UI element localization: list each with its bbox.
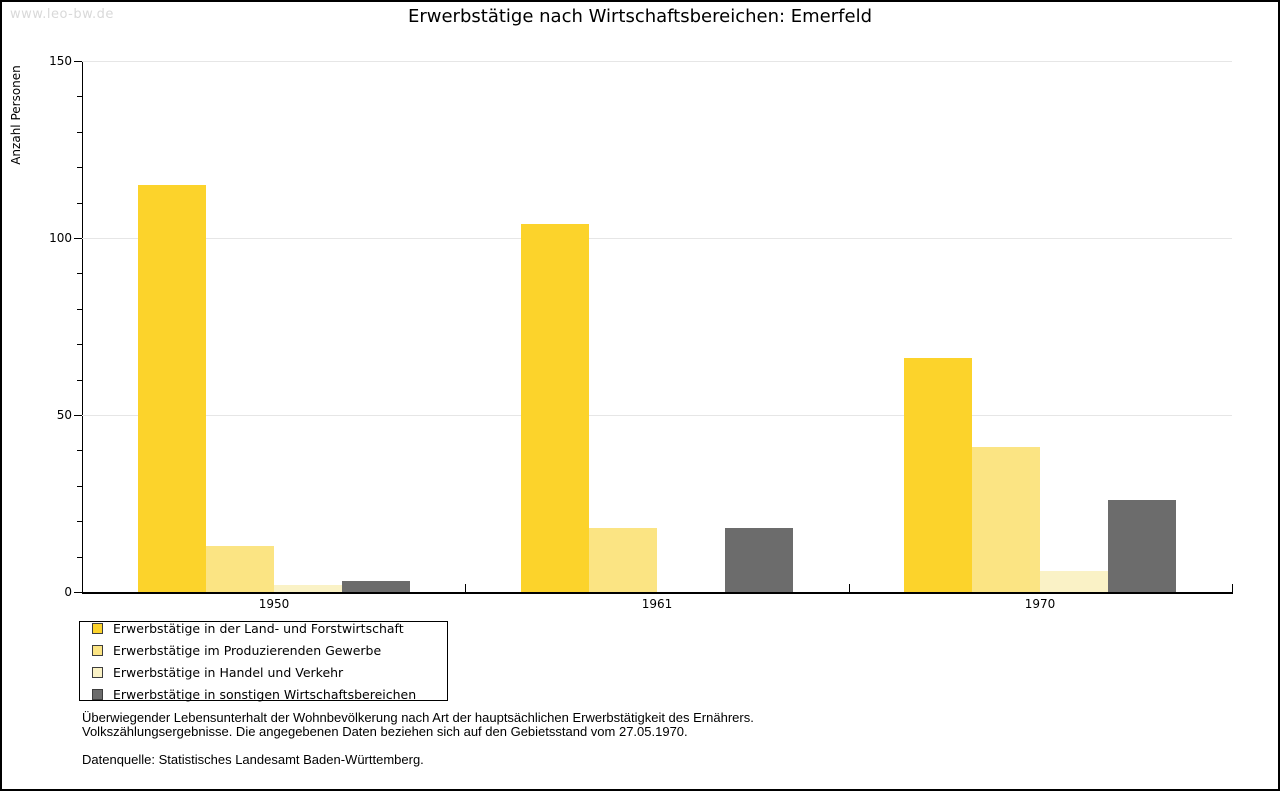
legend-swatch-2: [92, 644, 103, 656]
y-minor-tick-30: [77, 486, 82, 487]
y-tick-label-0: 0: [64, 585, 72, 599]
x-boundary-tick-0: [82, 584, 83, 592]
watermark: www.leo-bw.de: [10, 7, 114, 22]
y-tick-label-150: 150: [49, 54, 72, 68]
y-major-tick-50: [74, 415, 82, 416]
legend-label-1: Erwerbstätige in der Land- und Forstwirt…: [113, 620, 404, 636]
y-axis-title: Anzahl Personen: [9, 65, 23, 165]
bar-1950-series-3: [274, 585, 342, 592]
legend-item-3: Erwerbstätige in Handel und Verkehr: [92, 665, 447, 680]
y-tick-label-50: 50: [56, 408, 72, 422]
legend-swatch-4: [92, 688, 103, 700]
y-minor-tick-20: [77, 521, 82, 522]
y-minor-tick-40: [77, 450, 82, 451]
x-tick-label-1970: 1970: [1024, 597, 1056, 611]
legend-item-1: Erwerbstätige in der Land- und Forstwirt…: [92, 621, 447, 636]
legend: Erwerbstätige in der Land- und Forstwirt…: [79, 621, 448, 702]
y-minor-tick-90: [77, 273, 82, 274]
bar-1950-series-2: [206, 546, 274, 592]
y-minor-tick-70: [77, 344, 82, 345]
legend-item-4: Erwerbstätige in sonstigen Wirtschaftsbe…: [92, 687, 447, 702]
y-minor-tick-110: [77, 203, 82, 204]
footnote-line-2: Volkszählungsergebnisse. Die angegebenen…: [82, 723, 688, 739]
bar-1961-series-2: [589, 528, 657, 592]
y-minor-tick-10: [77, 557, 82, 558]
legend-label-2: Erwerbstätige im Produzierenden Gewerbe: [113, 642, 382, 658]
y-minor-tick-120: [77, 167, 82, 168]
bar-1970-series-4: [1108, 500, 1176, 592]
gridline-150: [82, 61, 1232, 62]
gridline-100: [82, 238, 1232, 239]
bar-1970-series-1: [904, 358, 972, 592]
y-major-tick-0: [74, 592, 82, 593]
footnote-line-1: Überwiegender Lebensunterhalt der Wohnbe…: [82, 710, 754, 725]
x-axis-line: [82, 592, 1233, 594]
legend-swatch-1: [92, 622, 103, 634]
bar-1970-series-2: [972, 447, 1040, 592]
y-axis-line: [82, 61, 83, 594]
bar-1950-series-4: [342, 581, 410, 592]
bar-1950-series-1: [138, 185, 206, 592]
x-tick-label-1961: 1961: [641, 597, 673, 611]
x-boundary-tick-1: [465, 584, 466, 592]
legend-label-4: Erwerbstätige in sonstigen Wirtschaftsbe…: [113, 686, 417, 702]
data-source: Datenquelle: Statistisches Landesamt Bad…: [82, 752, 424, 767]
bar-1970-series-3: [1040, 571, 1108, 592]
y-major-tick-100: [74, 238, 82, 239]
y-minor-tick-130: [77, 132, 82, 133]
legend-swatch-3: [92, 666, 103, 678]
y-major-tick-150: [74, 61, 82, 62]
footnotes: Überwiegender Lebensunterhalt der Wohnbe…: [82, 711, 754, 767]
chart-title: Erwerbstätige nach Wirtschaftsbereichen:…: [407, 6, 872, 27]
y-minor-tick-140: [77, 96, 82, 97]
y-minor-tick-60: [77, 380, 82, 381]
legend-item-2: Erwerbstätige im Produzierenden Gewerbe: [92, 643, 447, 658]
y-tick-label-100: 100: [49, 231, 72, 245]
x-boundary-tick-2: [849, 584, 850, 592]
y-minor-tick-80: [77, 309, 82, 310]
x-tick-label-1950: 1950: [258, 597, 290, 611]
bar-1961-series-1: [521, 224, 589, 592]
bar-1961-series-4: [725, 528, 793, 592]
gridline-50: [82, 415, 1232, 416]
legend-label-3: Erwerbstätige in Handel und Verkehr: [113, 664, 344, 680]
x-boundary-tick-3: [1232, 584, 1233, 592]
